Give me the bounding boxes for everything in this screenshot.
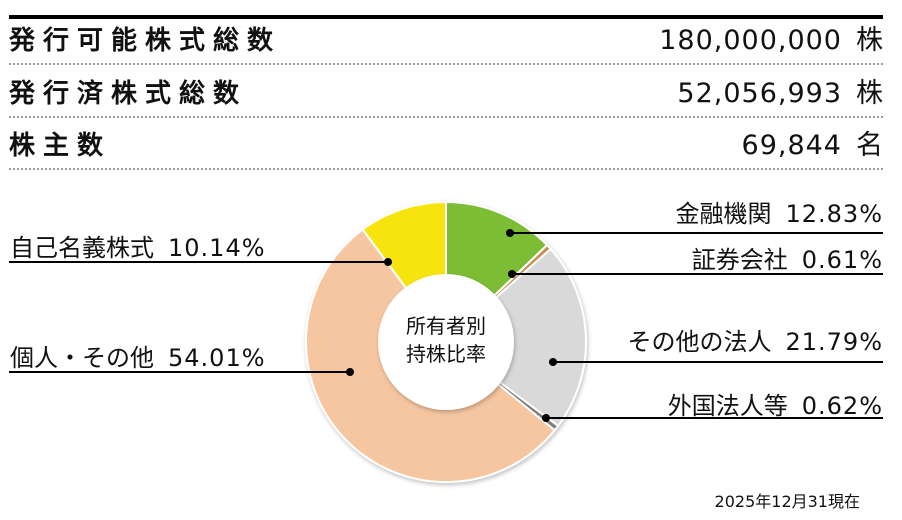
stat-label: 発行可能株式総数 bbox=[9, 26, 282, 56]
stat-value: 52,056,993 株 bbox=[677, 78, 883, 109]
donut-segments bbox=[305, 200, 587, 483]
as-of-date: 2025年12月31現在 bbox=[714, 492, 860, 511]
stat-row-shareholders: 株主数 69,844 名 bbox=[9, 124, 883, 170]
label-treasury-stock: 自己名義株式 10.14% bbox=[10, 234, 266, 262]
leader-dots bbox=[346, 229, 557, 422]
stat-value: 69,844 名 bbox=[741, 130, 883, 161]
stat-row-authorized-shares: 発行可能株式総数 180,000,000 株 bbox=[9, 19, 883, 65]
label-other-corporations: その他の法人 21.79% bbox=[627, 328, 883, 356]
leader-lines bbox=[9, 232, 883, 419]
label-foreign-corporations: 外国法人等 0.62% bbox=[667, 392, 883, 420]
label-individuals: 個人・その他 54.01% bbox=[10, 344, 266, 372]
label-financial-institutions: 金融機関 12.83% bbox=[675, 200, 883, 228]
donut-hole bbox=[378, 274, 514, 410]
top-rule bbox=[9, 15, 883, 19]
stat-label: 発行済株式総数 bbox=[9, 79, 248, 109]
label-securities-companies: 証券会社 0.61% bbox=[691, 246, 883, 274]
stat-row-issued-shares: 発行済株式総数 52,056,993 株 bbox=[9, 72, 883, 118]
stat-label: 株主数 bbox=[9, 131, 112, 161]
chart-center-title: 所有者別 持株比率 bbox=[406, 314, 486, 366]
stat-value: 180,000,000 株 bbox=[659, 25, 883, 56]
